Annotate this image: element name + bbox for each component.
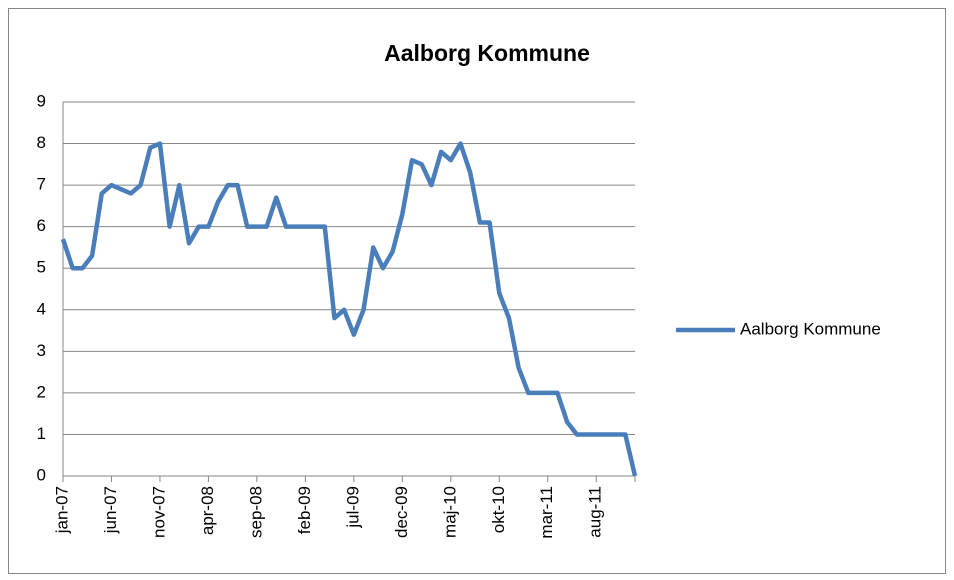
x-tick-label: mar-11 — [537, 486, 556, 539]
chart-border — [8, 8, 946, 574]
y-tick-label: 1 — [37, 424, 46, 443]
x-tick-label: sep-08 — [246, 486, 265, 538]
y-tick-label: 7 — [37, 175, 46, 194]
x-tick-label: jul-09 — [343, 486, 362, 529]
y-tick-label: 8 — [37, 133, 46, 152]
y-tick-label: 2 — [37, 382, 46, 401]
y-tick-label: 4 — [37, 299, 46, 318]
chart-title: Aalborg Kommune — [384, 40, 590, 66]
x-tick-label: maj-10 — [440, 486, 459, 538]
legend-label: Aalborg Kommune — [740, 319, 881, 338]
x-tick-label: jan-07 — [52, 486, 71, 534]
x-tick-label: apr-08 — [198, 486, 217, 535]
y-tick-label: 6 — [37, 216, 46, 235]
x-tick-label: jun-07 — [101, 486, 120, 534]
x-tick-label: nov-07 — [149, 486, 168, 538]
line-series — [60, 141, 638, 477]
x-tick-label: feb-09 — [295, 486, 314, 534]
x-tick-label: okt-10 — [489, 486, 508, 533]
y-tick-label: 9 — [37, 91, 46, 110]
x-tick-label: dec-09 — [392, 486, 411, 538]
x-tick-label: aug-11 — [586, 486, 605, 538]
y-tick-label: 0 — [37, 465, 46, 484]
y-tick-label: 5 — [37, 258, 46, 277]
y-tick-label: 3 — [37, 341, 46, 360]
